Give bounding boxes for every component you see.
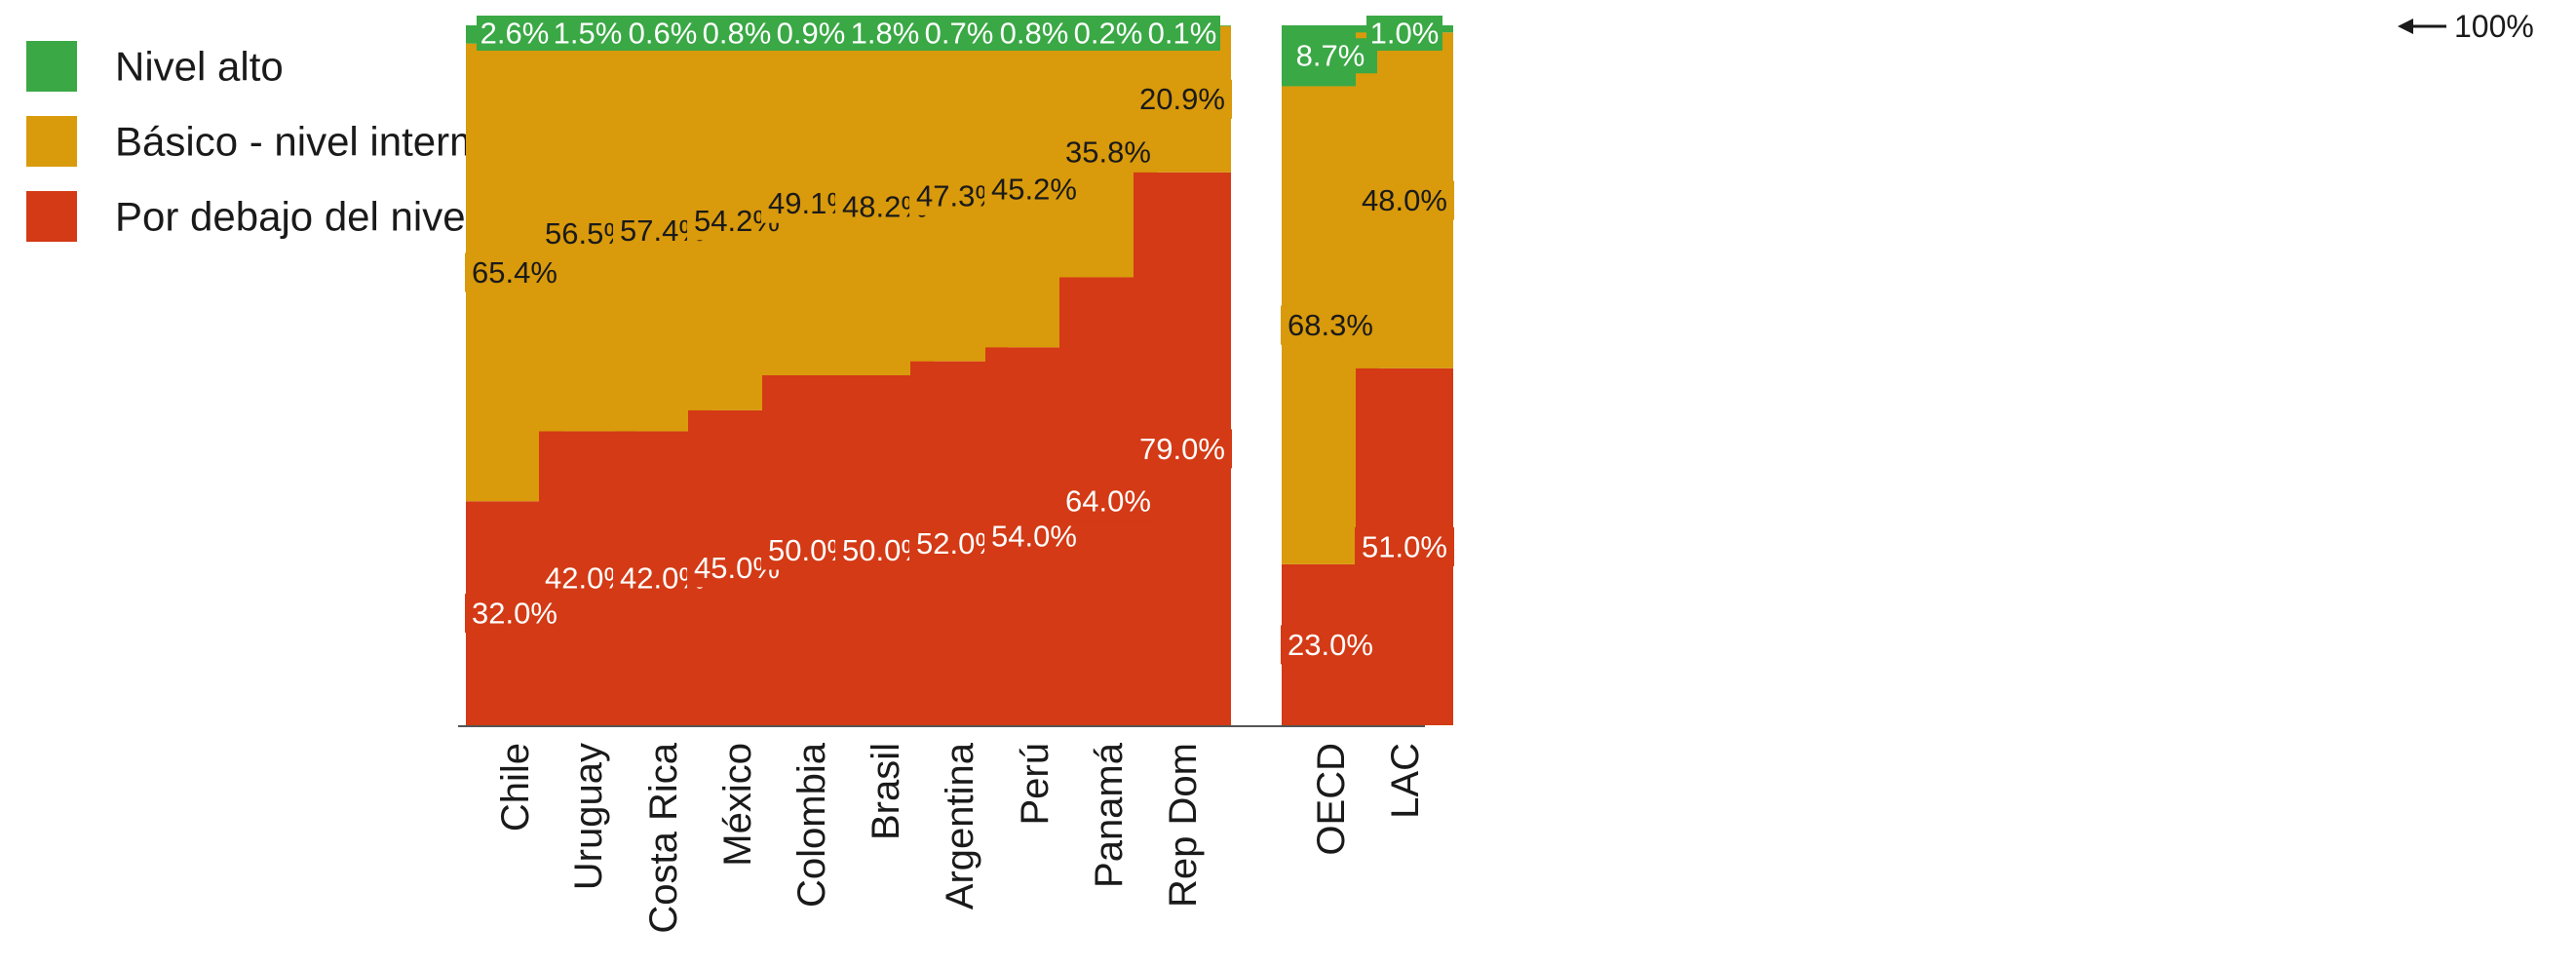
value-label-box-5-2	[847, 16, 923, 51]
value-label-11-2: 1.0%	[1370, 17, 1440, 51]
value-label-box-11-2	[1366, 16, 1442, 51]
value-label-6-2: 0.7%	[925, 17, 994, 51]
category-label-7: Perú	[1014, 743, 1057, 826]
value-label-10-1: 68.3%	[1288, 308, 1373, 342]
reference-label: 100%	[2454, 9, 2534, 44]
value-label-box-2-2	[625, 16, 701, 51]
value-label-7-2: 0.8%	[1000, 17, 1069, 51]
value-label-box-7-0	[984, 517, 1084, 557]
legend-swatch-2	[26, 191, 77, 242]
value-label-3-2: 0.8%	[703, 17, 772, 51]
value-label-9-0: 79.0%	[1139, 432, 1225, 466]
value-label-9-1: 20.9%	[1139, 82, 1225, 116]
value-label-1-2: 1.5%	[554, 17, 623, 51]
category-label-3: México	[716, 743, 759, 867]
legend-swatch-0	[26, 41, 77, 92]
category-label-4: Colombia	[790, 742, 833, 908]
category-label-8: Panamá	[1088, 742, 1131, 888]
legend-swatch-1	[26, 116, 77, 167]
value-label-box-1-2	[550, 16, 626, 51]
value-label-box-10-2	[1284, 38, 1377, 74]
value-label-8-2: 0.2%	[1074, 17, 1143, 51]
category-label-0: Chile	[494, 743, 537, 832]
value-labels: 32.0%65.4%2.6%42.0%56.5%1.5%42.0%57.4%0.…	[465, 16, 1454, 665]
value-label-box-9-0	[1133, 429, 1232, 469]
reference-100-marker: 100%	[2398, 9, 2534, 44]
value-label-box-11-0	[1355, 526, 1454, 566]
category-label-1: Uruguay	[567, 743, 610, 890]
value-label-8-0: 64.0%	[1065, 484, 1151, 519]
category-label-5: Brasil	[865, 743, 907, 840]
legend-label-0: Nivel alto	[115, 44, 284, 90]
value-label-0-1: 65.4%	[472, 255, 557, 290]
value-label-box-10-0	[1281, 625, 1380, 665]
value-label-box-6-2	[921, 16, 997, 51]
value-label-box-8-1	[1058, 132, 1158, 172]
value-label-7-1: 45.2%	[991, 173, 1077, 207]
value-label-7-0: 54.0%	[991, 520, 1077, 554]
value-label-box-9-2	[1144, 16, 1220, 51]
category-label-11: LAC	[1384, 743, 1427, 819]
value-label-8-1: 35.8%	[1065, 135, 1151, 169]
category-labels: Chile Uruguay Costa Rica México Colombia Bras…	[494, 742, 1427, 933]
category-label-2: Costa Rica	[642, 742, 685, 933]
value-label-5-2: 1.8%	[851, 17, 920, 51]
value-label-box-3-2	[699, 16, 775, 51]
value-label-2-2: 0.6%	[629, 17, 698, 51]
value-label-11-1: 48.0%	[1362, 183, 1447, 217]
value-label-9-2: 0.1%	[1148, 17, 1217, 51]
category-label-6: Argentina	[939, 742, 981, 909]
arrow-head-icon	[2398, 19, 2413, 34]
value-label-10-2: 8.7%	[1296, 39, 1365, 73]
value-label-0-2: 2.6%	[481, 17, 550, 51]
bars	[466, 25, 1453, 725]
value-label-0-0: 32.0%	[472, 597, 557, 631]
value-label-4-2: 0.9%	[777, 17, 846, 51]
value-label-box-7-2	[996, 16, 1072, 51]
value-label-11-0: 51.0%	[1362, 529, 1447, 563]
category-label-9: Rep Dom	[1162, 743, 1205, 908]
value-label-box-9-1	[1133, 79, 1232, 119]
value-label-box-8-0	[1058, 482, 1158, 522]
value-label-box-0-2	[477, 16, 553, 51]
category-label-10: OECD	[1310, 743, 1353, 856]
value-label-box-4-2	[773, 16, 849, 51]
value-label-box-7-1	[984, 170, 1084, 210]
value-label-10-0: 23.0%	[1288, 628, 1373, 662]
value-label-box-8-2	[1070, 16, 1146, 51]
value-label-box-0-1	[465, 252, 564, 292]
value-label-box-11-1	[1355, 180, 1454, 220]
value-label-box-0-0	[465, 594, 564, 634]
value-label-box-10-1	[1281, 305, 1380, 345]
